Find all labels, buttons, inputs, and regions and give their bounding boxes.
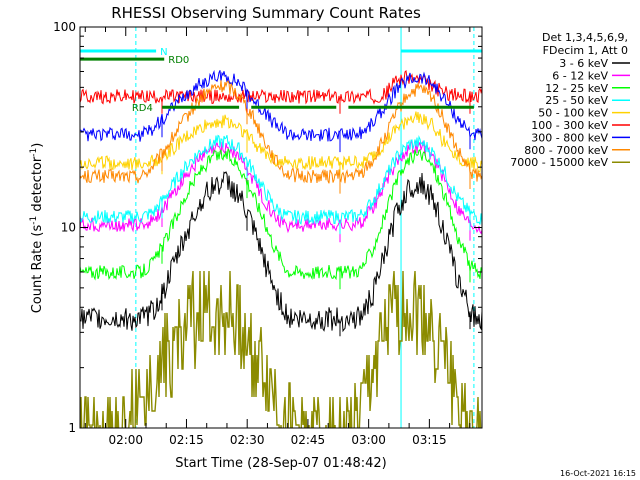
y-tick-label-1: 10 xyxy=(61,221,76,235)
x-axis-label: Start Time (28-Sep-07 01:48:42) xyxy=(175,456,386,471)
legend-header-1: FDecim 1, Att 0 xyxy=(543,44,628,57)
legend-label-9: 7000 - 15000 keV xyxy=(510,156,608,169)
flag-label-rd0: RD0 xyxy=(168,55,189,66)
x-tick-label-1: 02:15 xyxy=(169,433,204,447)
series-line-6 xyxy=(80,70,482,114)
y-tick-label-0: 1 xyxy=(68,421,76,435)
flag-label-n: N xyxy=(160,47,167,58)
y-axis-label: Count Rate (s-1 detector-1) xyxy=(29,143,45,314)
series-line-8 xyxy=(80,80,482,194)
series-line-7 xyxy=(80,69,482,153)
legend-header-0: Det 1,3,4,5,6,9, xyxy=(542,31,628,44)
series-group xyxy=(80,27,482,428)
flag-label-rd4: RD4 xyxy=(132,103,153,114)
series-line-4 xyxy=(80,134,482,235)
series-line-3 xyxy=(80,148,482,290)
x-tick-label-2: 02:30 xyxy=(230,433,265,447)
legend-label-1: 3 - 6 keV xyxy=(559,57,608,70)
series-line-9 xyxy=(80,270,482,428)
x-tick-label-5: 03:15 xyxy=(412,433,447,447)
legend-label-2: 6 - 12 keV xyxy=(552,69,608,82)
legend-label-3: 12 - 25 keV xyxy=(545,82,608,95)
legend: Det 1,3,4,5,6,9,FDecim 1, Att 03 - 6 keV… xyxy=(510,31,630,169)
legend-label-6: 100 - 300 keV xyxy=(531,119,608,132)
x-tick-label-4: 03:00 xyxy=(351,433,386,447)
series-line-2 xyxy=(80,139,482,243)
x-tick-label-0: 02:00 xyxy=(108,433,143,447)
legend-label-5: 50 - 100 keV xyxy=(538,107,608,120)
y-axis: 1 10 100 xyxy=(53,20,482,435)
legend-label-8: 800 - 7000 keV xyxy=(524,144,608,157)
footer-timestamp: 16-Oct-2021 16:15 xyxy=(560,469,636,478)
series-line-1 xyxy=(80,171,482,337)
x-axis: 02:00 02:15 02:30 02:45 03:00 03:15 xyxy=(84,27,471,447)
legend-label-7: 300 - 800 keV xyxy=(531,131,608,144)
y-tick-label-2: 100 xyxy=(53,20,76,34)
legend-label-4: 25 - 50 keV xyxy=(545,94,608,107)
x-tick-label-3: 02:45 xyxy=(291,433,326,447)
chart-title: RHESSI Observing Summary Count Rates xyxy=(111,4,421,22)
